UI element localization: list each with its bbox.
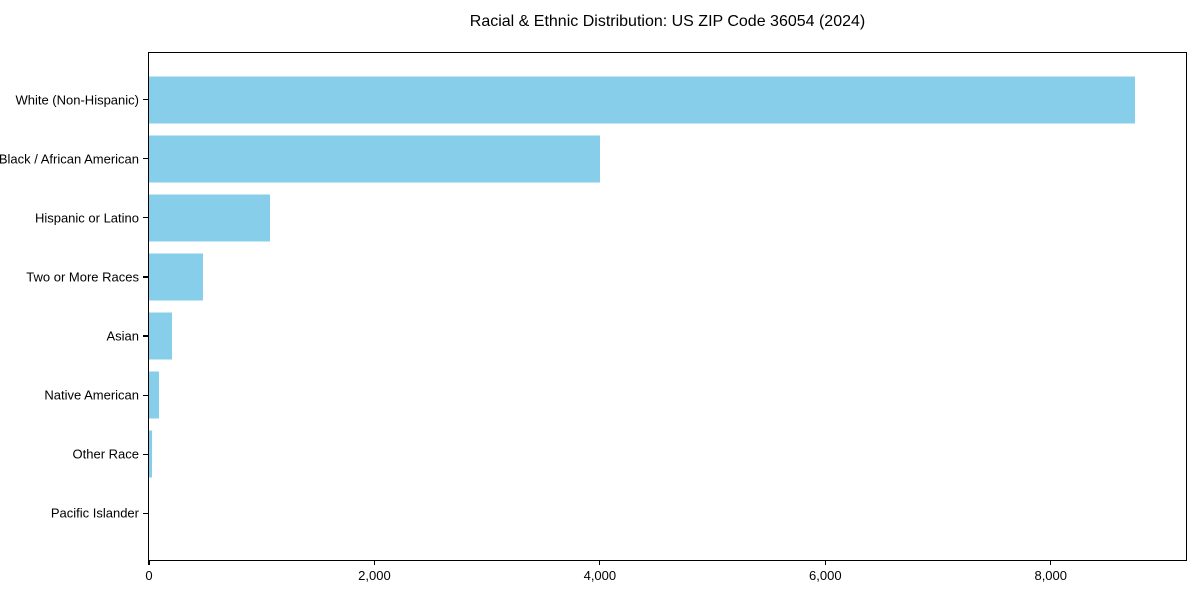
x-tick-mark-icon [824, 560, 826, 565]
bar-row: Pacific Islander [51, 484, 1186, 543]
bar-row: Native American [44, 366, 1186, 425]
x-tick-label: 0 [145, 568, 153, 583]
bar-row: Hispanic or Latino [35, 188, 1186, 247]
x-tick-mark-icon [599, 560, 601, 565]
y-tick-label: White (Non-Hispanic) [15, 92, 139, 108]
y-tick-mark-icon [143, 217, 148, 219]
x-tick-mark-icon [1050, 560, 1052, 565]
bar-row: Black / African American [0, 129, 1186, 188]
bar [149, 135, 600, 183]
bar-row: Asian [106, 307, 1186, 366]
y-tick-label: Black / African American [0, 151, 139, 167]
bar [149, 194, 270, 242]
y-tick-label: Asian [106, 328, 139, 344]
chart-title: Racial & Ethnic Distribution: US ZIP Cod… [469, 13, 866, 30]
bar-row: White (Non-Hispanic) [15, 70, 1186, 129]
x-tick-label: 8,000 [1034, 568, 1068, 583]
y-tick-mark-icon [143, 158, 148, 160]
bar [149, 312, 172, 360]
y-tick-label: Native American [44, 387, 139, 403]
y-tick-mark-icon [143, 512, 148, 515]
y-tick-label: Pacific Islander [50, 505, 139, 521]
y-tick-label: Other Race [72, 446, 139, 462]
plot-area: White (Non-Hispanic) Black / African Ame… [0, 52, 1187, 583]
x-tick-label: 2,000 [358, 568, 391, 583]
y-tick-mark-icon [143, 335, 148, 337]
y-tick-label: Two or More Races [26, 269, 139, 285]
x-tick-label: 4,000 [583, 568, 617, 583]
bar [149, 253, 204, 301]
y-tick-mark-icon [143, 276, 148, 278]
x-tick-mark-icon [373, 560, 376, 565]
bar-row: Two or More Races [26, 247, 1186, 306]
bar [149, 371, 160, 419]
bar [149, 76, 1136, 124]
y-tick-mark-icon [143, 98, 148, 101]
y-tick-label: Hispanic or Latino [34, 210, 139, 226]
x-tick-label: 6,000 [809, 568, 842, 583]
x-axis: 0 2,000 4,000 6,000 8,000 [145, 560, 1186, 594]
bar [149, 430, 152, 478]
y-tick-mark-icon [143, 394, 148, 396]
bars-container: White (Non-Hispanic) Black / African Ame… [0, 70, 1186, 543]
bar-row: Other Race [73, 425, 1186, 484]
y-tick-mark-icon [143, 453, 148, 455]
x-tick-mark-icon [148, 560, 150, 565]
